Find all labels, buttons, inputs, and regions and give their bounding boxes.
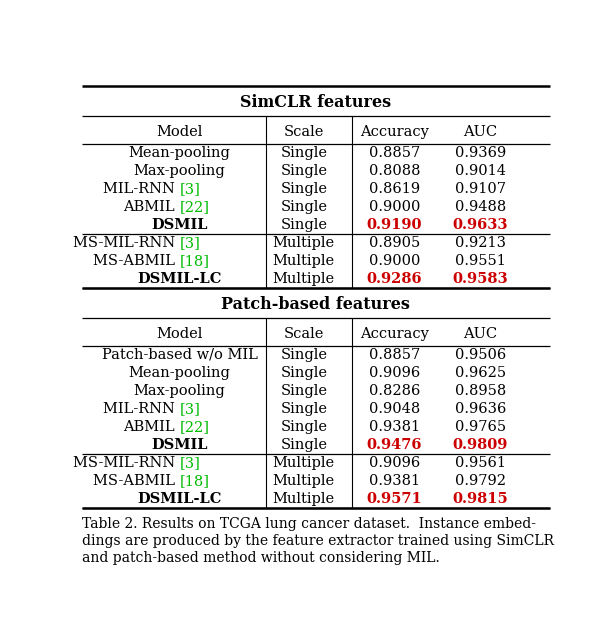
Text: Single: Single [280,402,327,416]
Text: Max-pooling: Max-pooling [134,384,225,398]
Text: Single: Single [280,200,327,214]
Text: 0.9571: 0.9571 [367,492,423,507]
Text: MIL-RNN: MIL-RNN [103,182,180,196]
Text: and patch-based method without considering MIL.: and patch-based method without consideri… [82,551,440,565]
Text: Accuracy: Accuracy [360,327,429,341]
Text: Mean-pooling: Mean-pooling [129,146,230,160]
Text: 0.9048: 0.9048 [369,402,420,416]
Text: Multiple: Multiple [273,474,335,488]
Text: [22]: [22] [180,420,209,434]
Text: 0.9381: 0.9381 [369,474,420,488]
Text: Multiple: Multiple [273,492,335,507]
Text: 0.9551: 0.9551 [455,254,506,268]
Text: DSMIL-LC: DSMIL-LC [137,272,222,286]
Text: Single: Single [280,438,327,452]
Text: 0.9636: 0.9636 [455,402,506,416]
Text: Single: Single [280,348,327,362]
Text: Single: Single [280,420,327,434]
Text: 0.8905: 0.8905 [369,236,420,250]
Text: 0.8088: 0.8088 [369,164,420,178]
Text: [3]: [3] [180,402,201,416]
Text: Scale: Scale [283,327,324,341]
Text: AUC: AUC [463,125,498,139]
Text: AUC: AUC [463,327,498,341]
Text: [3]: [3] [180,456,201,470]
Text: DSMIL: DSMIL [152,218,208,232]
Text: 0.9000: 0.9000 [369,200,420,214]
Text: [18]: [18] [180,474,209,488]
Text: [22]: [22] [180,200,209,214]
Text: Single: Single [280,366,327,380]
Text: [18]: [18] [180,254,209,268]
Text: 0.9765: 0.9765 [455,420,506,434]
Text: Single: Single [280,164,327,178]
Text: SimCLR features: SimCLR features [240,94,391,110]
Text: MS-MIL-RNN: MS-MIL-RNN [73,456,180,470]
Text: 0.9107: 0.9107 [455,182,506,196]
Text: Multiple: Multiple [273,236,335,250]
Text: MIL-RNN: MIL-RNN [103,402,180,416]
Text: ABMIL: ABMIL [123,200,180,214]
Text: 0.8857: 0.8857 [369,348,420,362]
Text: Single: Single [280,384,327,398]
Text: 0.9096: 0.9096 [369,456,420,470]
Text: 0.9369: 0.9369 [455,146,506,160]
Text: 0.9815: 0.9815 [453,492,508,507]
Text: 0.9381: 0.9381 [369,420,420,434]
Text: 0.9000: 0.9000 [369,254,420,268]
Text: 0.9190: 0.9190 [367,218,422,232]
Text: Model: Model [156,125,203,139]
Text: DSMIL-LC: DSMIL-LC [137,492,222,507]
Text: 0.8619: 0.8619 [369,182,420,196]
Text: 0.9213: 0.9213 [455,236,506,250]
Text: 0.9506: 0.9506 [455,348,506,362]
Text: 0.9096: 0.9096 [369,366,420,380]
Text: Mean-pooling: Mean-pooling [129,366,230,380]
Text: 0.8286: 0.8286 [369,384,420,398]
Text: MS-MIL-RNN: MS-MIL-RNN [73,236,180,250]
Text: [3]: [3] [180,236,201,250]
Text: MS-ABMIL: MS-ABMIL [93,474,180,488]
Text: Single: Single [280,218,327,232]
Text: 0.9488: 0.9488 [455,200,506,214]
Text: Patch-based features: Patch-based features [221,296,410,313]
Text: Table 2. Results on TCGA lung cancer dataset.  Instance embed-: Table 2. Results on TCGA lung cancer dat… [82,517,536,531]
Text: 0.9583: 0.9583 [453,272,508,286]
Text: Multiple: Multiple [273,456,335,470]
Text: Single: Single [280,146,327,160]
Text: 0.8958: 0.8958 [455,384,506,398]
Text: MS-ABMIL: MS-ABMIL [93,254,180,268]
Text: 0.9561: 0.9561 [455,456,506,470]
Text: Max-pooling: Max-pooling [134,164,225,178]
Text: Scale: Scale [283,125,324,139]
Text: 0.9476: 0.9476 [367,438,422,452]
Text: 0.9633: 0.9633 [453,218,508,232]
Text: Patch-based w/o MIL: Patch-based w/o MIL [102,348,257,362]
Text: Multiple: Multiple [273,254,335,268]
Text: 0.8857: 0.8857 [369,146,420,160]
Text: ABMIL: ABMIL [123,420,180,434]
Text: Model: Model [156,327,203,341]
Text: 0.9014: 0.9014 [455,164,506,178]
Text: [3]: [3] [180,182,201,196]
Text: 0.9625: 0.9625 [455,366,506,380]
Text: Accuracy: Accuracy [360,125,429,139]
Text: DSMIL: DSMIL [152,438,208,452]
Text: Single: Single [280,182,327,196]
Text: 0.9809: 0.9809 [453,438,508,452]
Text: 0.9286: 0.9286 [367,272,423,286]
Text: dings are produced by the feature extractor trained using SimCLR: dings are produced by the feature extrac… [82,534,554,548]
Text: Multiple: Multiple [273,272,335,286]
Text: 0.9792: 0.9792 [455,474,506,488]
